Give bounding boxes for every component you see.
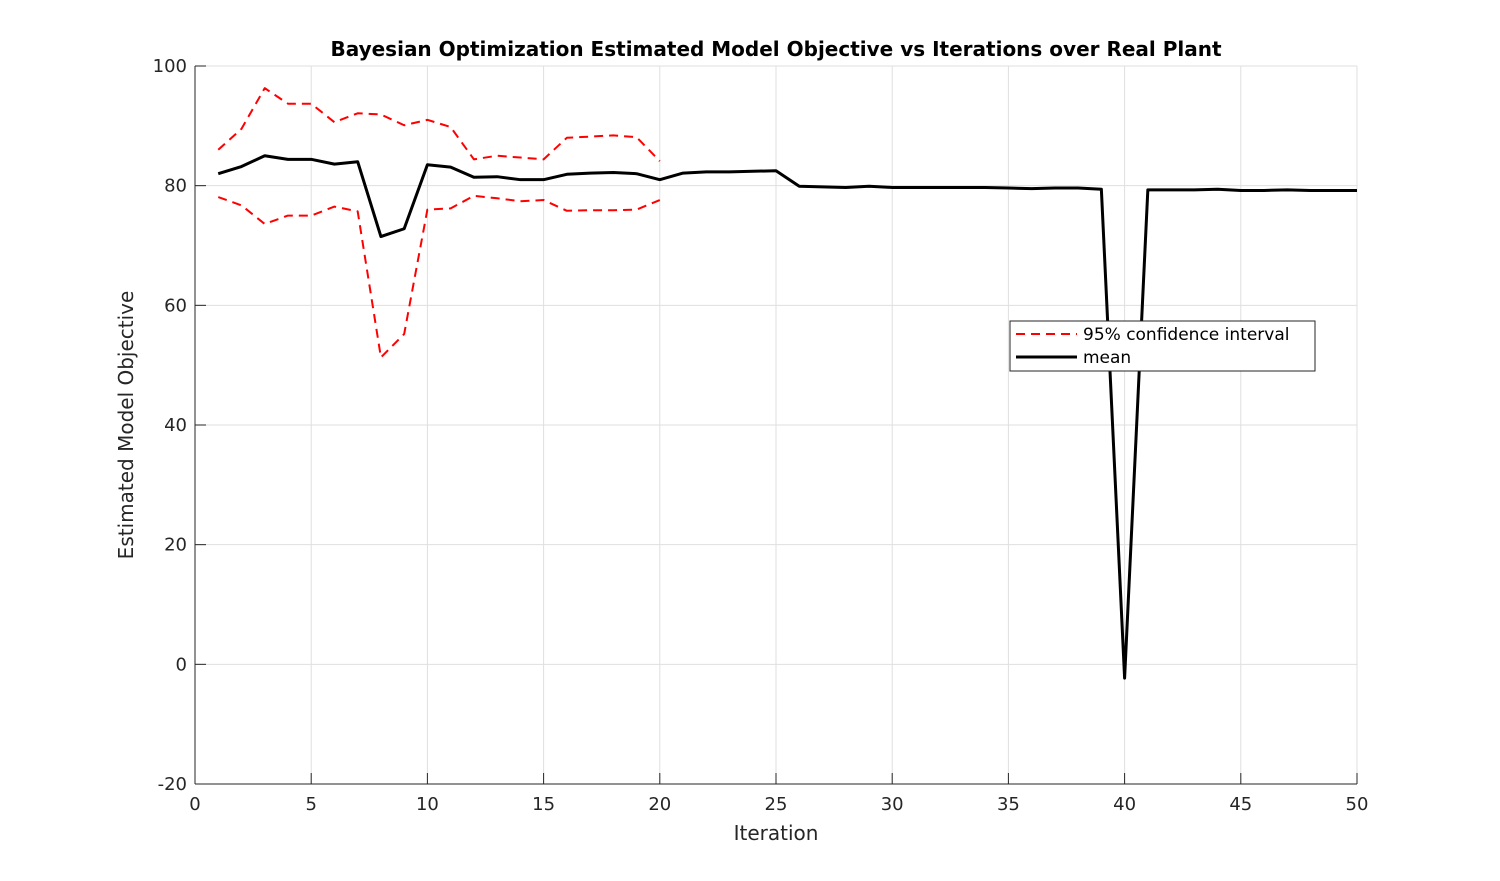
x-tick-label: 30 [881, 794, 904, 815]
series-line-lower [217, 194, 661, 359]
y-tick-label: 60 [164, 295, 187, 316]
legend: 95% confidence interval mean [1009, 320, 1316, 372]
x-tick-label: 5 [305, 794, 316, 815]
legend-box [1009, 320, 1316, 372]
x-tick-label: 10 [416, 794, 439, 815]
x-axis-title: Iteration [734, 821, 819, 845]
x-tick-label: 50 [1346, 794, 1369, 815]
chart-title: Bayesian Optimization Estimated Model Ob… [330, 37, 1222, 61]
y-tick-label: 0 [176, 654, 187, 675]
series-line-mean [217, 154, 1357, 680]
x-tick-label: 45 [1229, 794, 1252, 815]
x-tick-label: 15 [532, 794, 555, 815]
x-tick-label: 20 [648, 794, 671, 815]
y-tick-label: -20 [158, 774, 187, 795]
x-tick-label: 40 [1113, 794, 1136, 815]
legend-label-confidence-interval: 95% confidence interval [1083, 325, 1289, 345]
legend-label-mean: mean [1083, 348, 1131, 368]
x-tick-label: 35 [997, 794, 1020, 815]
y-tick-label: 80 [164, 176, 187, 197]
series-line-upper [217, 87, 661, 162]
x-tick-label: 25 [765, 794, 788, 815]
y-tick-label: 100 [153, 56, 187, 77]
y-tick-label: 20 [164, 535, 187, 556]
x-tick-label: 0 [189, 794, 200, 815]
y-axis-title: Estimated Model Objective [114, 291, 138, 560]
y-tick-label: 40 [164, 415, 187, 436]
axes [194, 65, 1358, 785]
series-layer [217, 87, 1357, 680]
